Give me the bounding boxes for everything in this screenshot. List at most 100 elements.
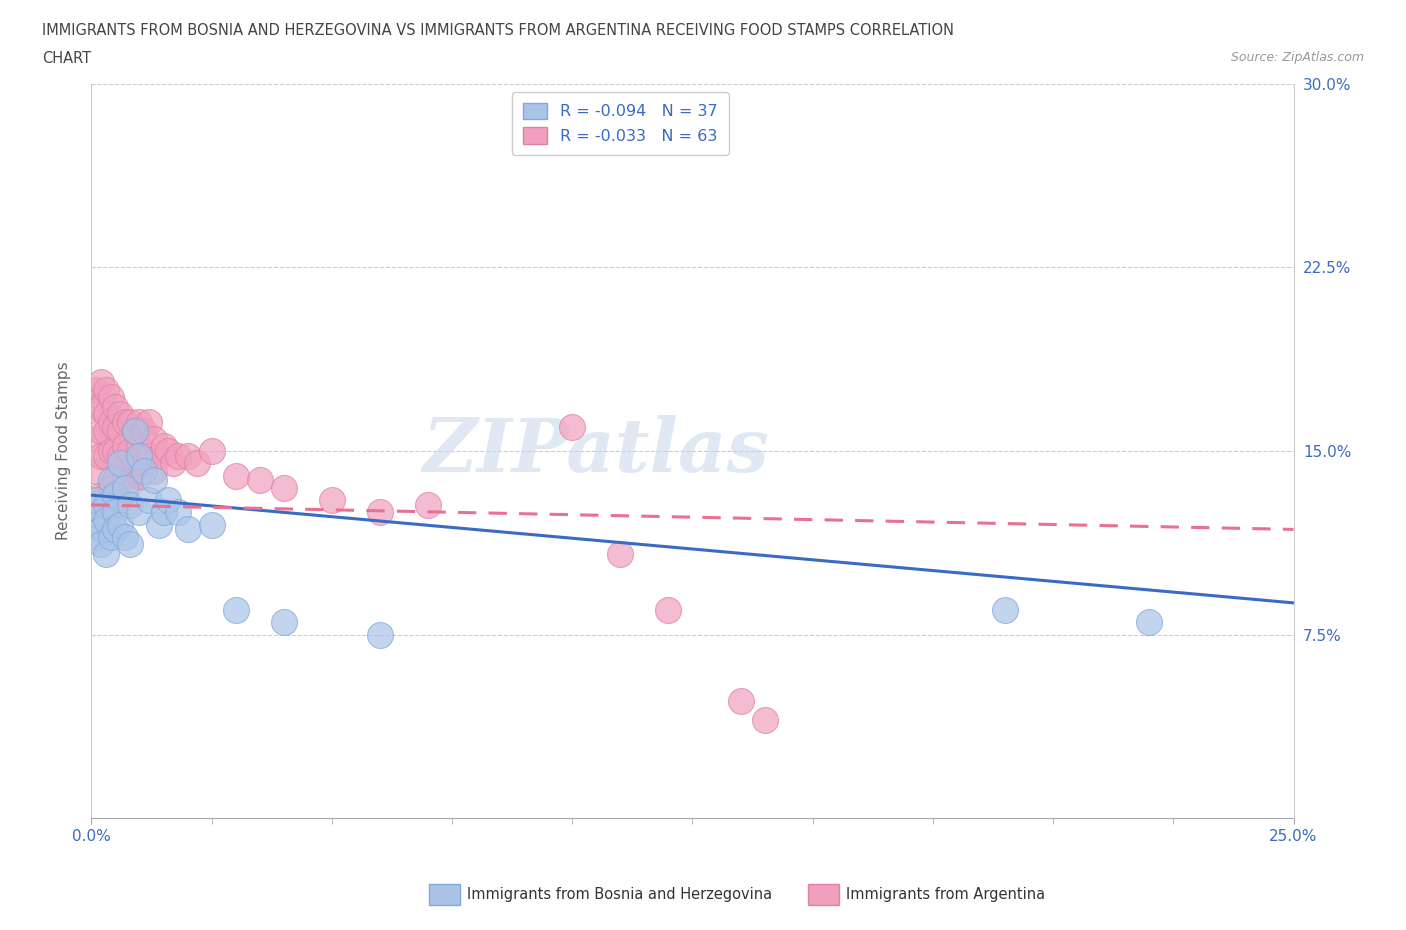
Point <box>1137 615 1160 630</box>
Point <box>94 512 117 527</box>
Legend: R = -0.094   N = 37, R = -0.033   N = 63: R = -0.094 N = 37, R = -0.033 N = 63 <box>512 92 728 155</box>
Point <box>730 694 752 709</box>
Point <box>128 439 150 454</box>
Point <box>138 414 160 429</box>
Point <box>100 414 122 429</box>
Point <box>176 448 198 463</box>
Point <box>118 537 141 551</box>
Point <box>94 498 117 512</box>
Point <box>124 456 146 471</box>
Point <box>94 547 117 562</box>
Point <box>104 400 127 415</box>
Point <box>273 481 295 496</box>
Point <box>157 444 180 458</box>
Text: CHART: CHART <box>42 51 91 66</box>
Text: Immigrants from Argentina: Immigrants from Argentina <box>846 887 1046 902</box>
Point <box>94 487 117 502</box>
Text: ZIPatlas: ZIPatlas <box>423 415 769 487</box>
Text: IMMIGRANTS FROM BOSNIA AND HERZEGOVINA VS IMMIGRANTS FROM ARGENTINA RECEIVING FO: IMMIGRANTS FROM BOSNIA AND HERZEGOVINA V… <box>42 23 955 38</box>
Point <box>142 463 165 478</box>
Point <box>134 463 156 478</box>
Point <box>90 537 112 551</box>
Point <box>994 603 1017 618</box>
Point <box>321 493 343 508</box>
Point <box>118 473 141 488</box>
Point <box>128 448 150 463</box>
Point <box>128 505 150 520</box>
Point <box>84 529 107 544</box>
Point <box>100 529 122 544</box>
Point <box>118 444 141 458</box>
Point <box>225 468 247 483</box>
Point <box>142 473 165 488</box>
Text: Immigrants from Bosnia and Herzegovina: Immigrants from Bosnia and Herzegovina <box>467 887 772 902</box>
Point <box>94 424 117 439</box>
Point <box>157 493 180 508</box>
Point <box>225 603 247 618</box>
Point <box>104 444 127 458</box>
Point <box>110 448 132 463</box>
Point <box>249 473 271 488</box>
Point <box>368 505 391 520</box>
Point <box>138 448 160 463</box>
Point <box>368 628 391 643</box>
Point <box>110 493 132 508</box>
Point <box>148 517 170 532</box>
Point <box>100 473 122 488</box>
Point <box>118 498 141 512</box>
Point <box>90 375 112 390</box>
Point <box>114 439 136 454</box>
Point <box>84 382 107 397</box>
Point <box>110 456 132 471</box>
Point <box>657 603 679 618</box>
Point <box>273 615 295 630</box>
Point <box>110 407 132 422</box>
Point <box>100 481 122 496</box>
Point <box>201 444 224 458</box>
Point <box>84 432 107 446</box>
Point <box>134 424 156 439</box>
Point <box>104 505 127 520</box>
Point <box>94 407 117 422</box>
Point <box>90 487 112 502</box>
Point <box>84 400 107 415</box>
Text: Source: ZipAtlas.com: Source: ZipAtlas.com <box>1230 51 1364 64</box>
Point <box>176 522 198 537</box>
Point <box>162 456 184 471</box>
Point <box>104 498 127 512</box>
Point <box>201 517 224 532</box>
Point <box>416 498 439 512</box>
Point <box>94 448 117 463</box>
Point <box>90 424 112 439</box>
Y-axis label: Receiving Food Stamps: Receiving Food Stamps <box>56 362 70 540</box>
Point <box>104 473 127 488</box>
Point <box>90 505 112 520</box>
Point <box>90 400 112 415</box>
Point <box>114 468 136 483</box>
Point <box>186 456 208 471</box>
Point <box>609 547 631 562</box>
Point <box>90 448 112 463</box>
Point <box>754 713 776 728</box>
Point <box>152 505 174 520</box>
Point <box>110 424 132 439</box>
Point <box>100 444 122 458</box>
Point <box>114 529 136 544</box>
Point <box>118 414 141 429</box>
Point <box>128 468 150 483</box>
Point <box>561 419 583 434</box>
Point <box>104 522 127 537</box>
Point <box>124 424 146 439</box>
Point <box>114 414 136 429</box>
Point <box>84 517 107 532</box>
Point <box>100 390 122 405</box>
Point <box>90 522 112 537</box>
Point <box>142 432 165 446</box>
Point <box>152 439 174 454</box>
Point <box>134 456 156 471</box>
Point <box>84 463 107 478</box>
Point <box>138 493 160 508</box>
Point <box>84 493 107 508</box>
Point <box>110 517 132 532</box>
Point <box>124 424 146 439</box>
